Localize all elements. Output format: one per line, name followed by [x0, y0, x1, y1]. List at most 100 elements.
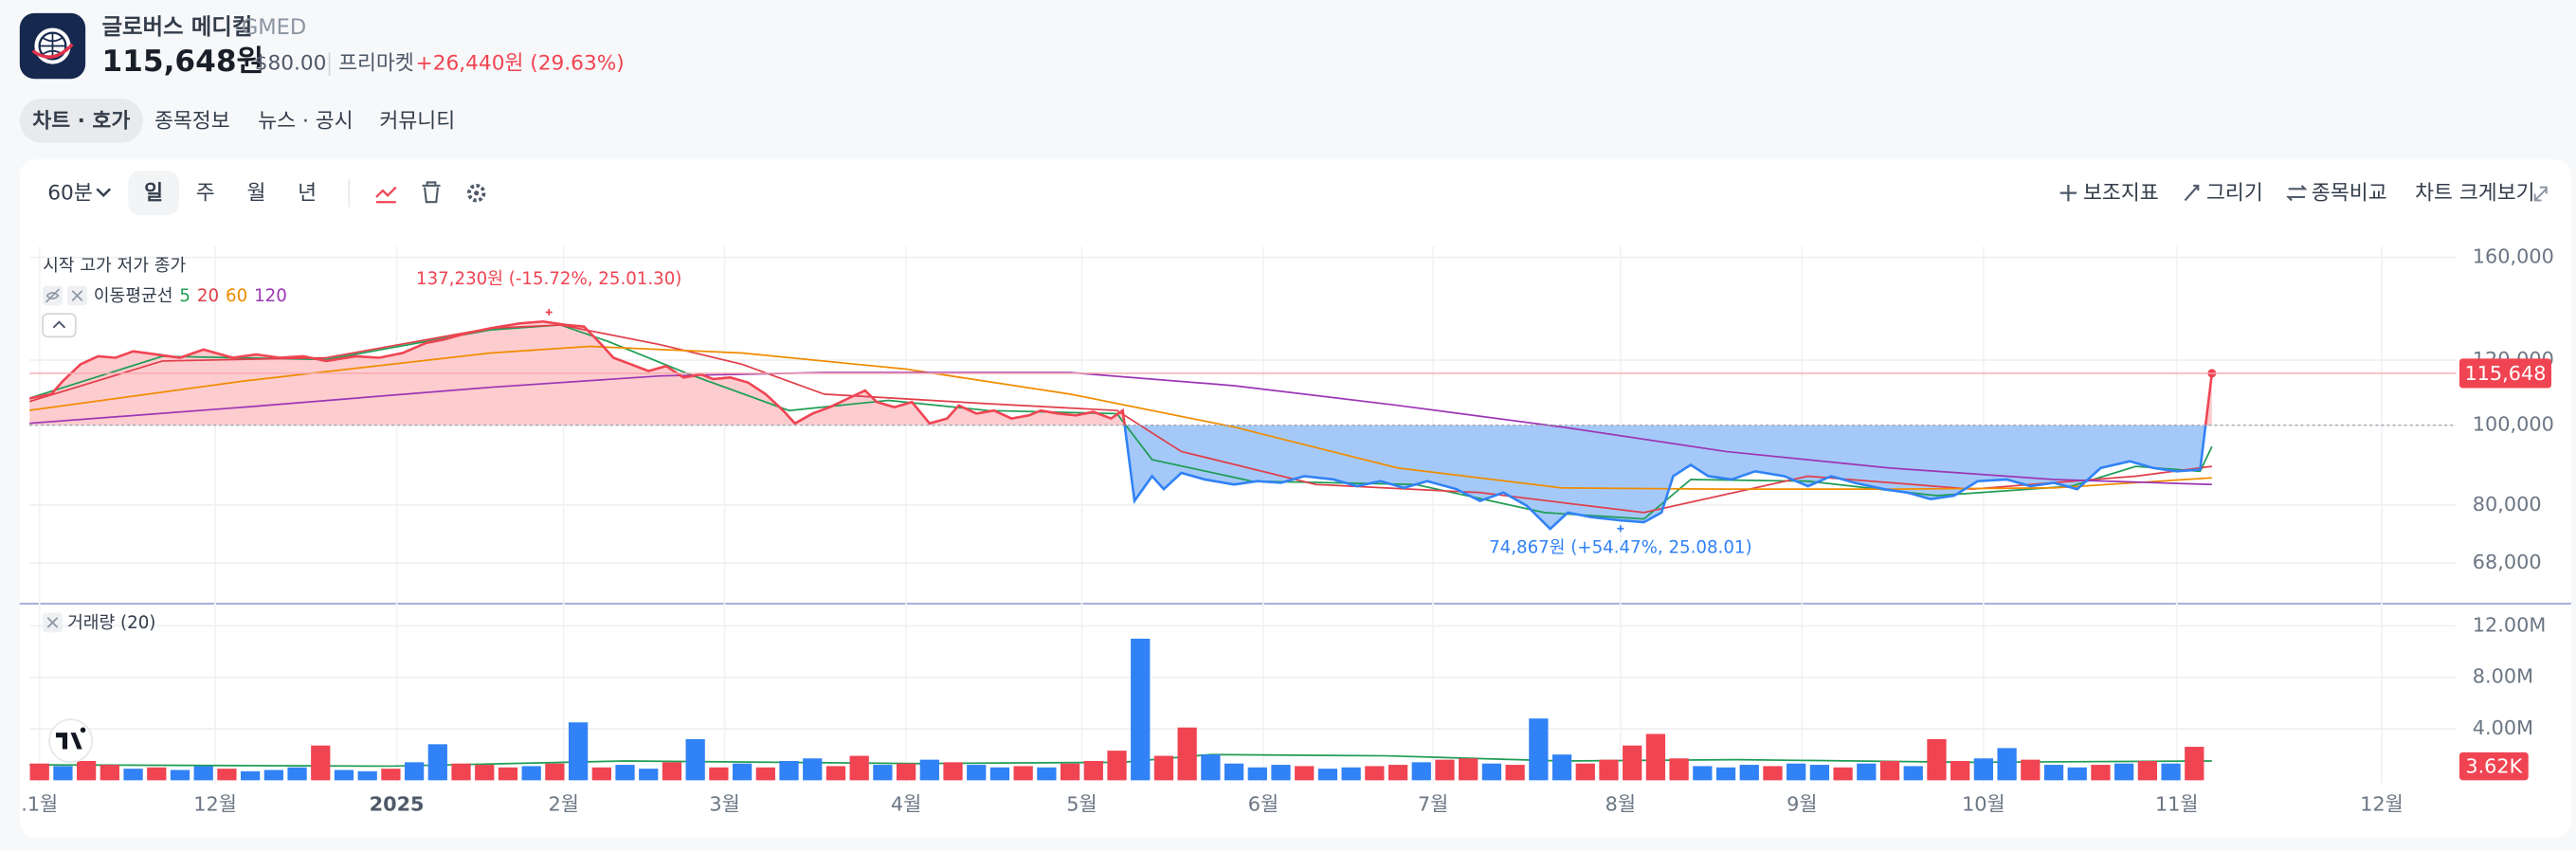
- volume-bar: [2185, 747, 2204, 781]
- volume-bar: [2161, 763, 2181, 781]
- period[interactable]: 주: [196, 182, 215, 206]
- volume-bar: [1551, 754, 1572, 781]
- volume-bar: [381, 769, 401, 781]
- volume-badge: [2458, 751, 2529, 781]
- current-price-label: 115,648: [2464, 362, 2546, 385]
- volume-bar: [1997, 748, 2017, 781]
- volume-bar: [193, 766, 213, 781]
- eye-icon: [45, 288, 60, 303]
- y-tick-label: 100,000: [2473, 413, 2554, 436]
- volume-bar: [1365, 766, 1385, 781]
- chevron: [96, 188, 111, 197]
- volume-bar: [2114, 763, 2134, 781]
- price-line-below: [1123, 425, 2207, 531]
- volume-bar: [1833, 767, 1853, 781]
- volume-bar: [1247, 767, 1267, 781]
- volume-bar: [1224, 763, 1244, 781]
- toolbar-action[interactable]: 보조지표: [2083, 182, 2159, 206]
- volume-bar: [1693, 766, 1713, 781]
- volume-bar: [1903, 766, 1923, 781]
- volume-bar: [967, 765, 987, 781]
- ma-legend-entry: 5: [179, 286, 190, 306]
- volume-bar: [404, 762, 425, 781]
- volume-bar: [1763, 766, 1783, 781]
- volume-bar: [29, 763, 49, 781]
- volume-bar: [943, 762, 963, 781]
- tab[interactable]: 차트 · 호가: [32, 109, 130, 133]
- volume-bar: [521, 766, 541, 781]
- volume-bar: [732, 763, 753, 781]
- trash-icon[interactable]: [422, 181, 441, 204]
- volume-bar: [1459, 758, 1478, 781]
- volume-bar: [287, 767, 307, 781]
- x-tick-label: 7월: [1418, 792, 1448, 815]
- period[interactable]: 월: [246, 182, 265, 206]
- volume-bar: [1153, 755, 1174, 781]
- stock-name: 글로버스 메디컬: [101, 13, 252, 40]
- ma-legend-entry: 20: [197, 286, 219, 306]
- price: 115,648원: [101, 45, 263, 79]
- y-tick-label: 4.00M: [2473, 716, 2533, 739]
- y-tick-label: 80,000: [2473, 493, 2542, 516]
- period[interactable]: 일: [144, 182, 163, 206]
- y-tick-label: 8.00M: [2473, 665, 2533, 688]
- draw-icon: [2184, 184, 2200, 202]
- volume-bar: [123, 769, 143, 781]
- volume-bar: [873, 765, 893, 781]
- volume-bar: [2137, 761, 2158, 781]
- plot-layer: .1월 12월 2025 2월 3월 4월 5월 6월 7월 8월 9월 10월 11월 12월 68,00…: [21, 245, 2554, 816]
- x-tick-label: 9월: [1787, 792, 1817, 815]
- volume-bar: [100, 765, 119, 781]
- logo-swoosh: [31, 43, 74, 59]
- ma-legend-entry: 60: [226, 286, 247, 306]
- period-active-bg: [128, 171, 179, 216]
- collapse-icon: [52, 320, 66, 329]
- ma-legend-entry: 120: [254, 286, 287, 306]
- period[interactable]: 년: [298, 182, 317, 206]
- tv-logo: [48, 718, 93, 764]
- indicator-icon[interactable]: [375, 186, 397, 204]
- chart-card: [19, 159, 2571, 839]
- tab[interactable]: 종목정보: [154, 109, 230, 133]
- tab[interactable]: 뉴스 · 공시: [258, 109, 353, 133]
- volume-bar: [779, 761, 799, 781]
- volume-bar: [825, 766, 846, 781]
- volume-bar: [1435, 759, 1455, 781]
- volume-bar: [1037, 767, 1057, 781]
- close-icon: [71, 290, 83, 301]
- tab[interactable]: 커뮤니티: [379, 109, 455, 133]
- toolbar-action[interactable]: 그리기: [2206, 182, 2263, 206]
- volume-bar: [1341, 767, 1361, 781]
- interval-select[interactable]: 60분: [47, 182, 92, 206]
- toolbar-action[interactable]: 차트 크게보기: [2415, 182, 2534, 206]
- volume-bar: [1927, 738, 1947, 781]
- collapse-button[interactable]: [42, 313, 77, 338]
- volume-bar: [1669, 758, 1689, 781]
- area-below: [1124, 425, 2206, 530]
- y-tick-label: 68,000: [2473, 551, 2542, 573]
- volume-bar: [919, 759, 939, 781]
- volume-bar: [1857, 763, 1877, 781]
- volume-bar: [591, 767, 611, 781]
- extreme-label: 137,230원 (-15.72%, 25.01.30): [416, 269, 681, 289]
- volume-bar: [1388, 765, 1408, 781]
- x-tick-label: 11월: [2155, 792, 2199, 815]
- volume-bar: [1317, 769, 1338, 781]
- volume-bar: [1809, 765, 1830, 781]
- ma-legend: 이동평균선 5 20 60 120: [94, 286, 287, 306]
- volume-bar: [357, 770, 377, 781]
- volume-bar: [311, 745, 331, 781]
- change: +26,440원 (29.63%): [416, 52, 625, 76]
- settings-dot: [474, 190, 480, 196]
- volume-bar: [1645, 733, 1666, 781]
- moving-average: [29, 371, 2212, 486]
- volume-title: 거래량 (20): [67, 613, 155, 633]
- volume-bar: [755, 767, 775, 781]
- volume-bar: [662, 762, 682, 781]
- toolbar-action[interactable]: 종목비교: [2312, 182, 2387, 206]
- volume-bar: [1787, 763, 1806, 781]
- settings-icon[interactable]: [466, 183, 486, 203]
